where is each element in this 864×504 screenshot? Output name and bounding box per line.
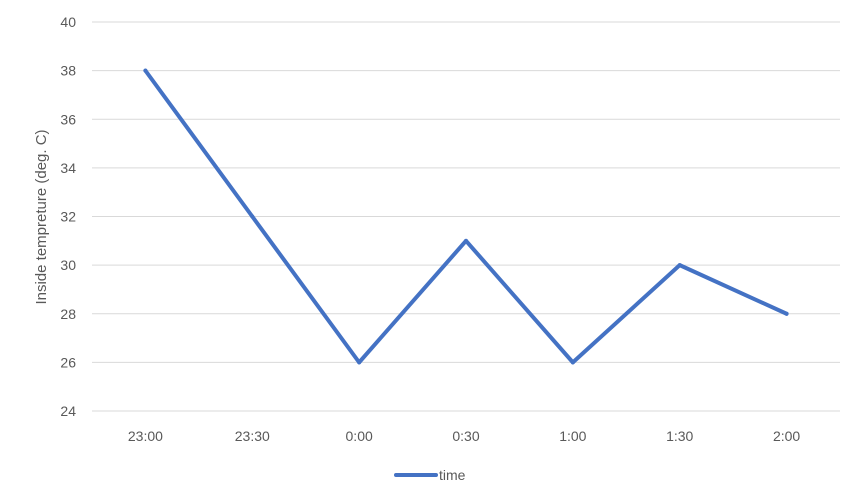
data-point — [357, 360, 362, 365]
x-tick-label: 0:30 — [452, 428, 479, 444]
data-point — [677, 263, 682, 268]
legend: time — [394, 467, 466, 483]
data-point — [464, 238, 468, 243]
y-tick-label: 24 — [60, 403, 76, 419]
y-tick-label: 40 — [60, 14, 76, 30]
y-tick-label: 30 — [60, 257, 76, 273]
y-tick-label: 26 — [60, 354, 76, 370]
y-tick-labels: 24 26 28 30 32 34 36 38 40 — [60, 14, 76, 419]
x-tick-label: 23:00 — [128, 428, 163, 444]
data-point — [250, 214, 255, 219]
y-tick-label: 38 — [60, 63, 76, 79]
data-point — [570, 360, 575, 365]
x-tick-label: 2:00 — [773, 428, 800, 444]
gridlines — [92, 21, 840, 412]
y-tick-label: 28 — [60, 306, 76, 322]
y-tick-label: 34 — [60, 160, 76, 176]
x-tick-label: 1:30 — [666, 428, 693, 444]
x-tick-label: 23:30 — [235, 428, 270, 444]
x-tick-label: 1:00 — [559, 428, 586, 444]
y-tick-label: 36 — [60, 111, 76, 127]
series-group — [143, 68, 789, 365]
x-tick-label: 0:00 — [346, 428, 373, 444]
y-tick-label: 32 — [60, 209, 76, 225]
x-tick-labels: 23:00 23:30 0:00 0:30 1:00 1:30 2:00 — [128, 428, 801, 444]
data-point — [784, 311, 789, 316]
legend-label: time — [439, 467, 466, 483]
data-point — [143, 68, 148, 73]
y-axis-title: Inside tempreture (deg. C) — [33, 129, 50, 304]
